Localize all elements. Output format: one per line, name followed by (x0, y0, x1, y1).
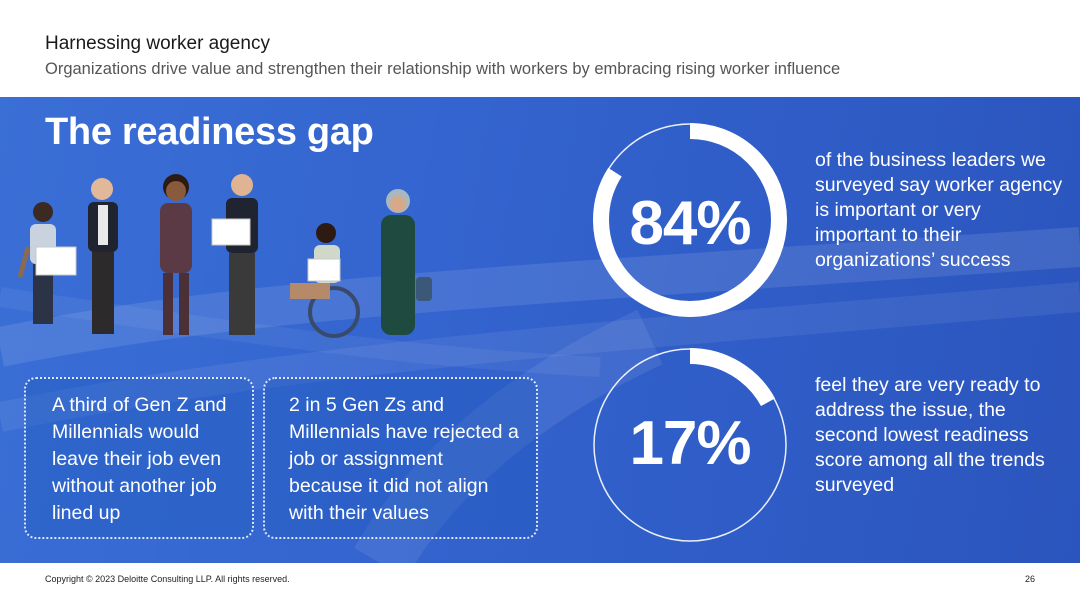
stat-value-84: 84% (629, 189, 751, 258)
ring-fill-arc (593, 123, 787, 317)
stat-description-17: feel they are very ready to address the … (815, 374, 1045, 496)
slide-subtitle: Organizations drive value and strengthen… (45, 60, 841, 78)
ring-chart-84 (593, 123, 787, 317)
stat-value-17: 17% (629, 409, 751, 478)
footer-page-number: 26 (1024, 574, 1035, 584)
person-figure (160, 174, 192, 335)
hero-headline: The readiness gap (45, 111, 374, 153)
person-figure (290, 223, 360, 338)
stat-box-gen-z-reject: 2 in 5 Gen Zs and Millennials have rejec… (263, 377, 538, 539)
hero-panel: The readiness gap (0, 97, 1080, 563)
stat-box-gen-z-leave: A third of Gen Z and Millennials would l… (24, 377, 254, 539)
workers-illustration (17, 174, 432, 338)
person-figure (211, 174, 258, 335)
person-figure (17, 202, 77, 324)
footer-copyright: Copyright © 2023 Deloitte Consulting LLP… (45, 574, 290, 584)
ring-fill-arc (593, 348, 787, 542)
slide-header: Harnessing worker agency Organizations d… (45, 32, 1045, 80)
person-figure (381, 189, 432, 335)
slide-title: Harnessing worker agency (45, 33, 270, 54)
ring-chart-17 (593, 348, 787, 542)
stat-description-84: of the business leaders we surveyed say … (815, 149, 1063, 271)
person-figure (88, 178, 118, 334)
